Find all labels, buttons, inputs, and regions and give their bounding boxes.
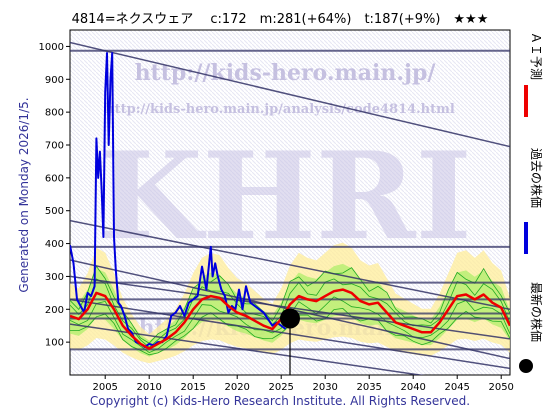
legend-latest-price-label: 最新の株価 (529, 282, 544, 342)
y-tick-label: 700 (45, 141, 64, 152)
x-axis: 2005 2010 2015 2020 2025 2030 2035 2040 2045 2050 (92, 375, 514, 393)
watermark-khri: KHRI (98, 126, 472, 267)
legend-latest-price-marker (519, 359, 533, 373)
y-tick-label: 800 (45, 108, 64, 119)
legend-past-price-label: 過去の株価 (529, 148, 544, 208)
chart-title: 4814=ネクスウェア c:172 m:281(+64%) t:187(+9%)… (71, 12, 489, 27)
watermark-analysis-url: http://kids-hero.main.jp/analysis/code48… (105, 102, 455, 117)
copyright-footer: Copyright (c) Kids-Hero Research Institu… (89, 394, 471, 408)
x-tick-label: 2045 (444, 382, 469, 393)
x-tick-label: 2010 (136, 382, 161, 393)
current-price-marker-layer (280, 308, 300, 375)
y-axis: 100 200 300 400 500 600 700 800 900 1000 (39, 42, 70, 349)
y-tick-label: 900 (45, 75, 64, 86)
x-tick-label: 2015 (180, 382, 205, 393)
trend-line (70, 219, 510, 311)
y-tick-label: 600 (45, 173, 64, 184)
x-tick-label: 2050 (488, 382, 513, 393)
x-tick-label: 2030 (312, 382, 337, 393)
x-tick-label: 2020 (224, 382, 249, 393)
series-layer (70, 52, 510, 350)
x-tick-label: 2025 (268, 382, 293, 393)
y-tick-label: 500 (45, 206, 64, 217)
y-tick-label: 400 (45, 239, 64, 250)
y-tick-label: 200 (45, 305, 64, 316)
band-line (70, 265, 510, 344)
y-tick-label: 300 (45, 272, 64, 283)
band-line (70, 278, 510, 348)
x-tick-label: 2040 (400, 382, 425, 393)
legend-ai-forecast-label: ＡＩ予測 (529, 32, 543, 80)
trend-line (70, 275, 510, 340)
current-price-marker (280, 308, 300, 329)
watermark-url: http://kids-hero.main.jp/ (135, 60, 437, 86)
trend-line (70, 41, 510, 148)
x-tick-label: 2005 (92, 382, 117, 393)
forecast-series-line (70, 288, 510, 350)
x-tick-label: 2035 (356, 382, 381, 393)
y-tick-label: 100 (45, 338, 64, 349)
y-tick-label: 1000 (39, 42, 64, 53)
